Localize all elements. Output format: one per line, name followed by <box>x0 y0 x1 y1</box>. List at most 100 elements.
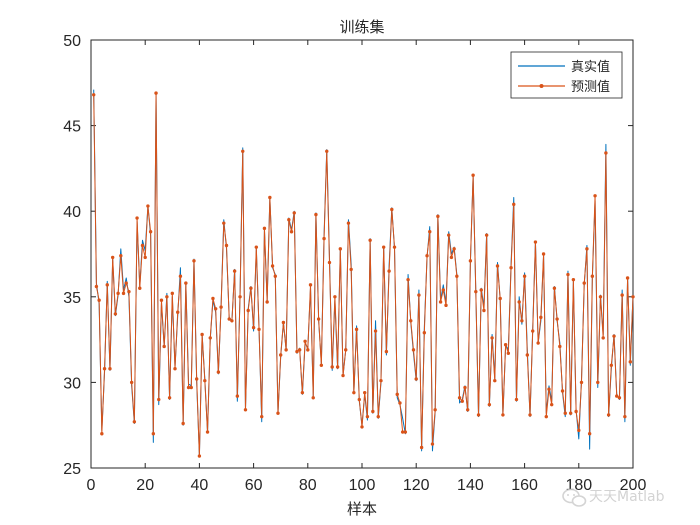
series-1-point <box>316 317 321 321</box>
series-1-point <box>631 295 635 299</box>
series-1-point <box>403 430 408 434</box>
series-1-point <box>222 221 226 225</box>
series-1-point <box>203 378 207 383</box>
series-1-point <box>566 272 570 277</box>
series-1-point <box>452 247 456 251</box>
series-1-point <box>284 348 288 352</box>
series-1-point <box>333 295 337 299</box>
series-1-point <box>544 414 548 419</box>
series-1-point <box>116 291 120 296</box>
y-tick-label: 50 <box>63 33 81 50</box>
series-1-point <box>132 420 137 424</box>
series-1-point <box>186 385 191 390</box>
chart-title: 训练集 <box>339 18 384 36</box>
series-1-point <box>143 255 147 260</box>
y-tick-label: 25 <box>63 461 81 478</box>
series-1-point <box>344 348 348 352</box>
legend-marker-predicted <box>539 84 544 88</box>
series-layer <box>92 89 635 458</box>
y-tick-label: 35 <box>63 290 81 307</box>
series-1-point <box>314 212 318 217</box>
series-1-point <box>414 377 418 381</box>
x-tick-label: 40 <box>191 477 209 494</box>
series-1-point <box>501 413 505 417</box>
series-1-point <box>379 378 383 383</box>
series-1-point <box>346 221 351 225</box>
series-1-point <box>620 293 624 297</box>
series-1-point <box>547 387 551 391</box>
series-1-point <box>493 378 497 383</box>
series-1-point <box>498 296 502 301</box>
series-1-point <box>555 317 559 321</box>
series-1-point <box>276 411 280 415</box>
series-1-point <box>615 394 619 398</box>
series-1-point <box>612 334 616 338</box>
series-1-point <box>536 341 540 345</box>
series-1-point <box>400 430 405 434</box>
series-1-point <box>457 396 462 400</box>
series-1-point <box>398 401 402 405</box>
series-1-point <box>455 274 459 278</box>
series-1-point <box>100 432 104 436</box>
watermark: 天天Matlab <box>562 488 665 507</box>
series-1-point <box>246 308 250 313</box>
series-1-point <box>157 397 161 402</box>
series-1-point <box>338 247 343 251</box>
series-1-point <box>490 336 494 340</box>
series-1-point <box>384 349 389 354</box>
series-1-point <box>354 327 359 332</box>
series-1-point <box>292 211 296 215</box>
series-1-point <box>487 402 492 407</box>
series-1-point <box>531 329 535 333</box>
series-1-point <box>230 319 234 323</box>
series-1-point <box>447 233 451 237</box>
series-1-point <box>390 207 394 212</box>
series-1-point <box>506 351 511 355</box>
series-1-point <box>129 380 134 385</box>
series-1-point <box>260 414 264 419</box>
series-1-point <box>371 409 375 414</box>
series-1-point <box>471 173 475 177</box>
series-1-point <box>105 283 109 287</box>
series-1-point <box>205 430 210 434</box>
x-tick-label: 100 <box>349 477 376 494</box>
series-1-point <box>173 367 177 371</box>
series-1-point <box>357 397 361 402</box>
series-1-point <box>512 202 516 207</box>
series-1-point <box>110 255 115 260</box>
series-1-point <box>243 408 248 412</box>
series-1-point <box>124 281 128 285</box>
series-1-point <box>167 396 172 400</box>
series-1-point <box>213 307 218 311</box>
series-1-point <box>121 291 126 296</box>
legend: 真实值 预测值 <box>510 51 623 99</box>
series-1-point <box>270 264 275 268</box>
series-1-point <box>509 266 513 270</box>
series-1-point <box>495 264 500 268</box>
series-1-point <box>273 274 277 278</box>
x-tick-label: 140 <box>457 477 484 494</box>
y-tick-label: 45 <box>63 119 81 136</box>
x-axis-label: 样本 <box>347 500 377 518</box>
series-1-point <box>541 252 546 256</box>
series-1-point <box>476 413 481 417</box>
series-1-point <box>227 317 231 321</box>
series-1-point <box>194 377 199 381</box>
series-1-point <box>311 396 315 400</box>
series-1-point <box>392 245 397 249</box>
series-1-point <box>428 230 432 234</box>
series-1-point <box>436 214 440 219</box>
series-1-point <box>522 274 527 278</box>
series-1-point <box>373 329 378 333</box>
series-1-point <box>484 233 489 237</box>
series-1-point <box>97 298 101 302</box>
x-tick-label: 160 <box>511 477 538 494</box>
series-1-point <box>300 390 305 395</box>
series-1-point <box>208 336 212 340</box>
series-1-point <box>438 300 443 304</box>
legend-label-predicted: 预测值 <box>571 79 610 95</box>
series-1-point <box>235 394 240 398</box>
series-1-point <box>463 385 467 390</box>
x-tick-label: 0 <box>87 477 96 494</box>
